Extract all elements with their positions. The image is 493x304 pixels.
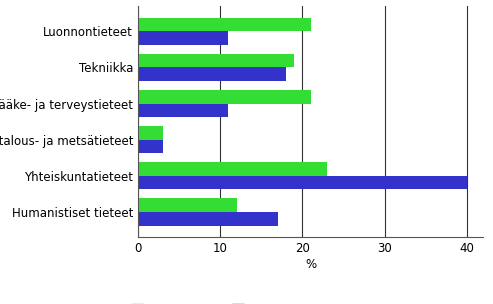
Bar bbox=[138, 54, 294, 67]
Bar bbox=[138, 162, 327, 176]
Legend: Tutkijakoulutus, Tutkijakoulutus tai ylempi korkeakoulututkinto: Tutkijakoulutus, Tutkijakoulutus tai yle… bbox=[127, 300, 493, 304]
Bar bbox=[138, 212, 278, 226]
Bar bbox=[138, 90, 311, 104]
Bar bbox=[138, 104, 228, 117]
Bar bbox=[138, 176, 467, 189]
Bar bbox=[138, 18, 311, 31]
Bar bbox=[138, 126, 163, 140]
X-axis label: %: % bbox=[305, 258, 316, 271]
Bar bbox=[138, 67, 286, 81]
Bar bbox=[138, 198, 237, 212]
Bar bbox=[138, 31, 228, 45]
Bar bbox=[138, 140, 163, 153]
